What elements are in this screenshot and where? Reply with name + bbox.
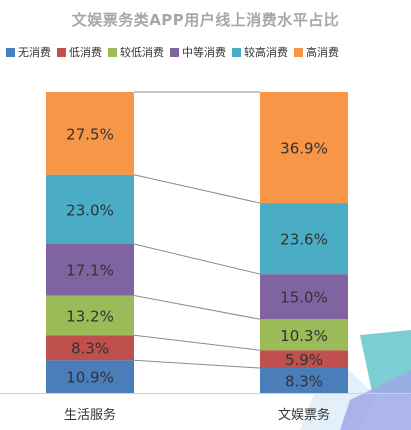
legend-swatch <box>108 47 117 57</box>
x-tick-label: 生活服务 <box>63 408 116 423</box>
data-label: 17.1% <box>66 262 114 280</box>
legend-item: 中等消费 <box>170 44 226 60</box>
data-label: 23.0% <box>66 201 114 219</box>
legend-item: 无消费 <box>6 44 51 60</box>
legend-swatch <box>57 47 66 57</box>
legend-swatch <box>232 47 241 57</box>
bar-segment <box>260 319 348 351</box>
legend-label: 较低消费 <box>120 46 164 59</box>
data-label: 8.3% <box>285 373 323 391</box>
legend-item: 较低消费 <box>108 44 164 60</box>
legend-swatch <box>170 47 179 57</box>
legend-swatch <box>6 47 15 57</box>
data-label: 5.9% <box>285 351 323 369</box>
chart-title: 文娱票务类APP用户线上消费水平占比 <box>71 11 340 29</box>
legend-swatch <box>294 47 303 57</box>
data-label: 36.9% <box>280 140 328 158</box>
series-line <box>133 334 261 351</box>
series-line <box>133 294 261 320</box>
bar-segment <box>260 203 348 275</box>
bar-segment <box>46 335 134 361</box>
legend-label: 较高消费 <box>244 46 288 59</box>
series-line <box>133 174 261 204</box>
data-label: 10.9% <box>66 369 114 387</box>
series-line <box>133 359 261 369</box>
bar-segment <box>46 174 134 245</box>
legend-label: 中等消费 <box>182 46 226 59</box>
data-label: 13.2% <box>66 307 114 325</box>
legend-item: 高消费 <box>294 44 339 60</box>
legend-item: 较高消费 <box>232 44 288 60</box>
series-line <box>133 243 261 275</box>
legend-label: 无消费 <box>18 46 51 59</box>
bar-segment <box>46 92 134 175</box>
data-label: 10.3% <box>280 327 328 345</box>
legend-label: 高消费 <box>306 46 339 59</box>
bar-segment <box>260 274 348 320</box>
legend: 无消费 低消费 较低消费 中等消费 较高消费 高消费 <box>6 44 411 60</box>
data-label: 23.6% <box>280 231 328 249</box>
legend-label: 低消费 <box>69 46 102 59</box>
data-label: 15.0% <box>280 289 328 307</box>
data-label: 27.5% <box>66 125 114 143</box>
bar-segment <box>260 368 348 393</box>
bar-segment <box>46 360 134 393</box>
legend-item: 低消费 <box>57 44 102 60</box>
bar-segment <box>260 350 348 369</box>
x-tick-label: 文娱票务 <box>277 408 330 423</box>
data-label: 8.3% <box>71 340 109 358</box>
bar-segment <box>46 295 134 336</box>
bar-segment <box>46 244 134 296</box>
bar-segment <box>260 92 348 204</box>
decor-shape <box>340 370 411 430</box>
